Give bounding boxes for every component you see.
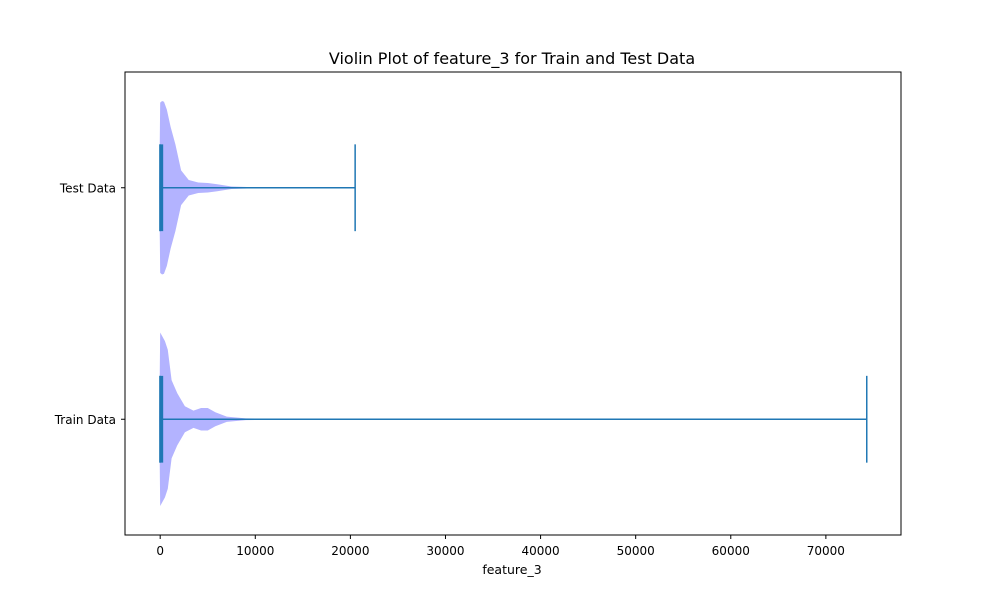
x-tick-label: 40000 xyxy=(521,544,559,558)
x-tick-label: 20000 xyxy=(331,544,369,558)
x-tick-label: 0 xyxy=(156,544,164,558)
x-axis-ticks: 0 10000 20000 30000 40000 50000 60000 70000 xyxy=(156,535,845,558)
violin-range-bars xyxy=(159,144,868,463)
x-tick-label: 60000 xyxy=(712,544,750,558)
y-tick-label: Test Data xyxy=(59,181,116,195)
x-tick-label: 50000 xyxy=(617,544,655,558)
x-tick-label: 70000 xyxy=(807,544,845,558)
y-tick-label: Train Data xyxy=(54,413,116,427)
x-axis-label: feature_3 xyxy=(482,562,541,577)
x-tick-label: 10000 xyxy=(236,544,274,558)
y-axis-ticks: Train Data Test Data xyxy=(54,181,125,427)
chart-title: Violin Plot of feature_3 for Train and T… xyxy=(329,49,695,69)
violin-bodies xyxy=(159,100,322,507)
x-tick-label: 30000 xyxy=(426,544,464,558)
plot-area-frame xyxy=(124,71,902,536)
